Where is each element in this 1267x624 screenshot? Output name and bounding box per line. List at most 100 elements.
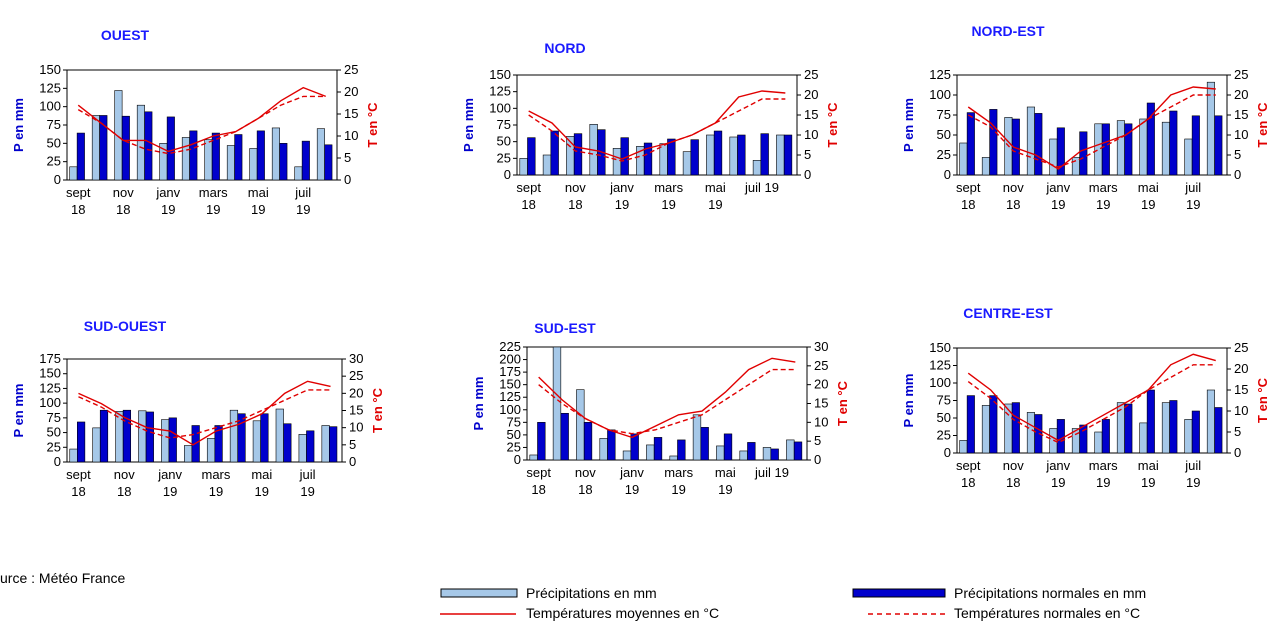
x-tick-label-year: 19 [671, 482, 685, 497]
bar-precip [612, 148, 622, 176]
bar-precip-normal [690, 139, 699, 176]
bar-precip-normal [283, 423, 292, 463]
right-tick-label: 30 [349, 351, 363, 366]
left-tick-label: 0 [54, 454, 61, 469]
bar-precip-normal [770, 448, 779, 461]
x-tick-label: juil 19 [744, 180, 779, 195]
bar-precip [786, 439, 795, 461]
bar-precip-normal [700, 427, 709, 461]
bar-precip-normal [677, 439, 686, 461]
x-tick-label-year: 18 [961, 475, 975, 490]
left-tick-label: 50 [937, 127, 951, 142]
x-tick-label: nov [114, 467, 135, 482]
x-tick-label: juil [1184, 458, 1201, 473]
bar-precip-normal [214, 425, 223, 463]
bar-precip [321, 425, 330, 463]
x-tick-label: janv [157, 467, 182, 482]
bar-precip-normal [279, 143, 288, 181]
x-tick-label: sept [516, 180, 541, 195]
line-temp-normal [528, 98, 786, 162]
left-tick-label: 75 [937, 107, 951, 122]
bar-precip-normal [329, 426, 338, 463]
bar-precip [706, 134, 715, 176]
left-tick-label: 75 [507, 414, 521, 429]
left-tick-label: 225 [499, 339, 521, 354]
bar-precip-normal [573, 133, 583, 176]
plot-frame [956, 74, 1228, 176]
bar-precip [669, 455, 678, 461]
x-tick-label: juil 19 [754, 465, 789, 480]
bar-precip-normal [667, 138, 676, 176]
bar-precip [69, 448, 78, 463]
x-tick-label-year: 18 [961, 197, 975, 212]
x-tick-label-year: 18 [117, 484, 131, 499]
right-tick-label: 0 [344, 172, 351, 187]
left-tick-label: 0 [944, 167, 951, 182]
bar-precip [1094, 431, 1103, 454]
y-right-label: T en °C [1255, 102, 1267, 148]
left-tick-label: 100 [499, 402, 521, 417]
right-tick-label: 20 [814, 377, 828, 392]
bar-precip [229, 409, 239, 463]
bar-precip-normal [723, 433, 733, 461]
bar-precip-normal [1214, 407, 1223, 454]
y-right-label: T en °C [835, 380, 850, 426]
bar-precip-normal [1079, 424, 1088, 454]
plot-frame [66, 69, 338, 181]
bar-precip [1071, 157, 1080, 176]
x-tick-label-year: 19 [718, 482, 732, 497]
bar-precip [1206, 389, 1215, 454]
y-left-label: P en mm [901, 374, 916, 428]
x-tick-label: nov [1003, 458, 1024, 473]
right-tick-label: 5 [344, 150, 351, 165]
x-tick-label-year: 19 [161, 202, 175, 217]
bar-precip-normal [76, 132, 85, 181]
left-tick-label: 125 [39, 380, 61, 395]
right-tick-label: 25 [349, 368, 363, 383]
x-tick-label-year: 18 [71, 484, 85, 499]
bar-precip-normal [211, 132, 220, 181]
bar-precip [92, 427, 101, 463]
left-tick-label: 25 [47, 439, 61, 454]
bar-precip-normal [1146, 102, 1155, 176]
right-tick-label: 0 [814, 452, 821, 467]
bar-precip [981, 157, 990, 176]
bar-precip [206, 438, 216, 463]
x-tick-label-year: 19 [661, 197, 675, 212]
bar-precip-normal [1146, 389, 1155, 454]
left-tick-label: 150 [929, 340, 951, 355]
right-tick-label: 0 [1234, 445, 1241, 460]
legend-precip-label: Précipitations en mm [526, 585, 657, 601]
bar-precip [249, 148, 258, 181]
left-tick-label: 150 [39, 62, 61, 77]
left-tick-label: 50 [937, 410, 951, 425]
line-temp [78, 380, 331, 446]
line-temp-normal [967, 94, 1216, 168]
x-tick-label: nov [1003, 180, 1024, 195]
right-tick-label: 25 [1234, 340, 1248, 355]
legend-temp-swatch [440, 613, 516, 615]
bar-precip [529, 454, 538, 461]
bar-precip [1184, 138, 1193, 176]
left-tick-label: 0 [54, 172, 61, 187]
right-tick-label: 20 [1234, 87, 1248, 102]
left-tick-label: 50 [47, 135, 61, 150]
bar-precip-normal [1124, 403, 1133, 454]
left-tick-label: 50 [507, 427, 521, 442]
right-tick-label: 10 [1234, 127, 1248, 142]
line-temp-normal [77, 95, 326, 155]
left-tick-label: 150 [489, 67, 511, 82]
line-temp [967, 86, 1216, 170]
left-tick-label: 25 [937, 428, 951, 443]
bar-precip-normal [1034, 113, 1043, 176]
chart-title: SUD-EST [534, 320, 596, 336]
x-tick-label: mai [248, 185, 269, 200]
bar-precip-normal [630, 433, 639, 461]
right-tick-label: 30 [814, 339, 828, 354]
bar-precip-normal [99, 409, 109, 463]
bar-precip-normal [583, 422, 593, 461]
bar-precip-normal [1214, 115, 1223, 176]
y-right-label: T en °C [1255, 377, 1267, 423]
x-tick-label: juil [1184, 180, 1201, 195]
